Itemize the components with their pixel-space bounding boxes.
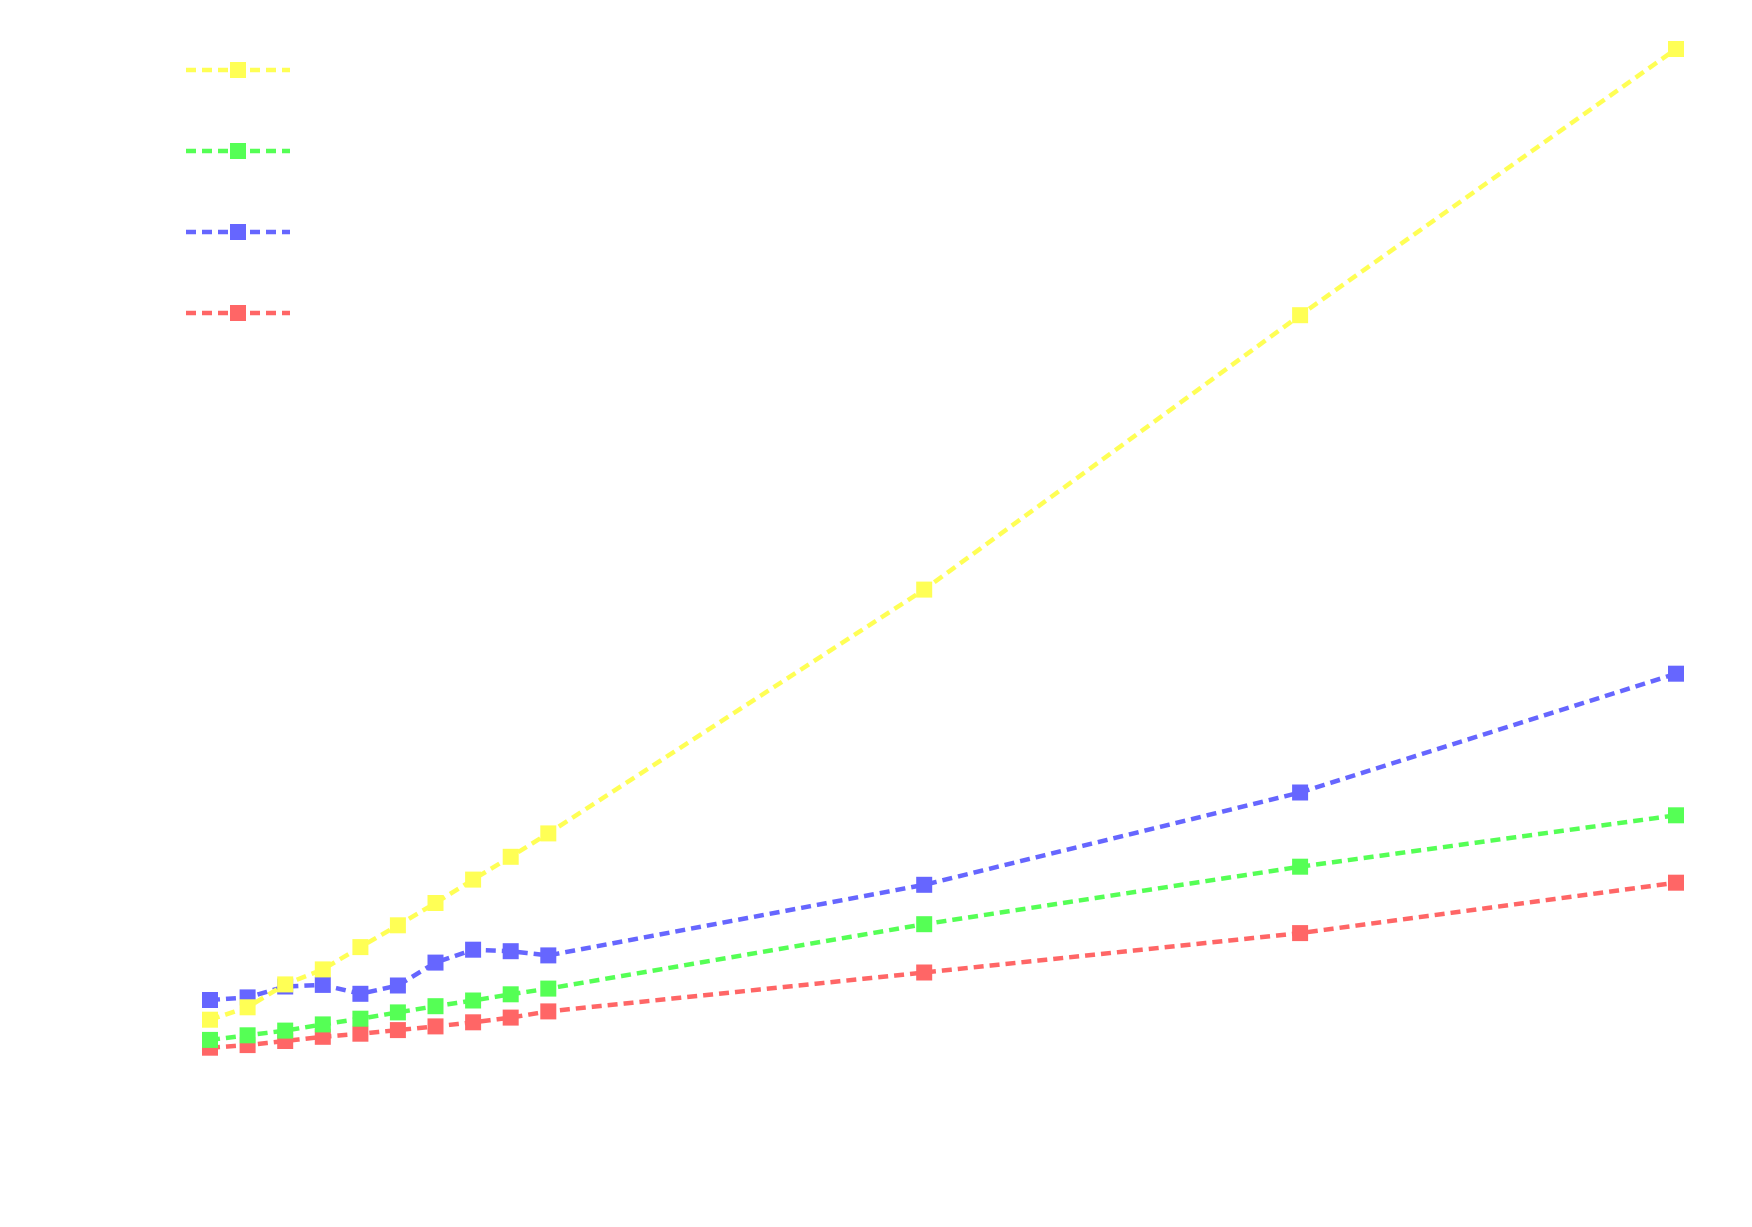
- data-point: [1668, 874, 1684, 891]
- data-point: [314, 976, 331, 993]
- series-3: [202, 874, 1684, 1056]
- data-point: [352, 1025, 369, 1042]
- data-point: [1292, 307, 1309, 324]
- data-point: [1292, 858, 1309, 875]
- data-point: [202, 1031, 218, 1048]
- data-point: [916, 876, 933, 893]
- data-point: [540, 825, 557, 842]
- data-point: [389, 1004, 406, 1021]
- legend-marker: [230, 305, 246, 321]
- data-point: [502, 986, 519, 1003]
- data-point: [502, 1009, 519, 1026]
- data-point: [427, 1018, 444, 1035]
- series-2: [202, 665, 1684, 1008]
- data-point: [1292, 784, 1309, 801]
- data-point: [277, 1022, 294, 1039]
- legend-marker: [230, 143, 246, 159]
- data-point: [916, 581, 933, 598]
- data-point: [314, 1016, 331, 1033]
- data-point: [389, 1022, 406, 1039]
- data-point: [540, 980, 557, 997]
- series-line-2: [209, 671, 1677, 1003]
- series-1: [202, 807, 1684, 1048]
- series-0: [202, 41, 1684, 1028]
- data-point: [1668, 41, 1684, 57]
- data-point: [427, 954, 444, 971]
- data-point: [427, 998, 444, 1015]
- data-point: [389, 917, 406, 934]
- data-point: [239, 999, 256, 1016]
- legend: [186, 62, 290, 321]
- data-point: [1668, 665, 1684, 682]
- data-point: [352, 985, 369, 1002]
- data-point: [277, 976, 294, 993]
- data-point: [389, 977, 406, 994]
- data-point: [916, 964, 933, 981]
- data-point: [502, 848, 519, 865]
- data-point: [502, 943, 519, 960]
- data-point: [465, 1014, 482, 1031]
- data-point: [352, 939, 369, 956]
- legend-marker: [230, 224, 246, 240]
- legend-item: [186, 62, 290, 78]
- data-point: [540, 947, 557, 964]
- data-point: [465, 871, 482, 888]
- data-point: [202, 1011, 218, 1028]
- data-point: [465, 941, 482, 958]
- data-point: [427, 895, 444, 911]
- legend-marker: [230, 62, 246, 78]
- data-point: [314, 1028, 331, 1045]
- series-line-0: [209, 47, 1678, 1022]
- data-point: [540, 1003, 557, 1020]
- legend-item: [186, 224, 290, 240]
- data-point: [465, 992, 482, 1009]
- legend-item: [186, 305, 290, 321]
- data-point: [1292, 925, 1309, 942]
- data-point: [1668, 807, 1684, 824]
- data-point: [916, 916, 933, 933]
- data-point: [314, 961, 331, 978]
- legend-item: [186, 143, 290, 159]
- data-point: [202, 992, 218, 1008]
- data-point: [239, 1027, 256, 1044]
- data-point: [352, 1010, 369, 1027]
